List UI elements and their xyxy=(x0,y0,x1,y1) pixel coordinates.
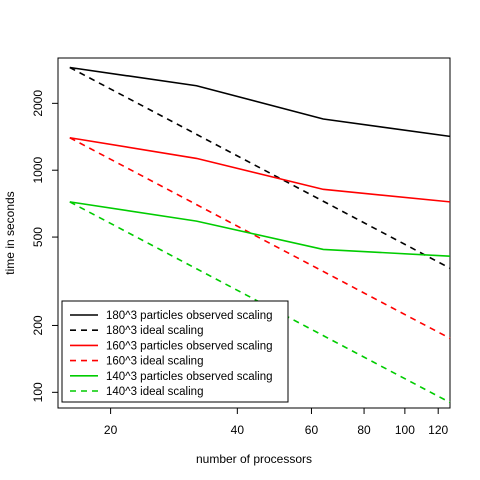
x-tick-label: 100 xyxy=(395,423,415,437)
y-tick-label: 100 xyxy=(31,382,45,402)
legend-label-6: 140^3 ideal scaling xyxy=(106,386,203,398)
x-tick-label: 120 xyxy=(428,423,448,437)
legend-label-2: 180^3 ideal scaling xyxy=(106,325,203,337)
x-axis-label: number of processors xyxy=(196,452,312,466)
series-line-4 xyxy=(69,137,451,340)
y-tick-label: 200 xyxy=(31,315,45,335)
series-line-5 xyxy=(69,201,451,258)
legend-box xyxy=(61,300,289,403)
x-tick-label: 60 xyxy=(305,423,319,437)
legend-label-3: 160^3 particles observed scaling xyxy=(106,340,273,352)
series-line-2 xyxy=(69,66,451,269)
x-axis: 20 40 60 80 100 120 xyxy=(104,408,449,437)
y-tick-label: 2000 xyxy=(31,90,45,117)
series-line-1 xyxy=(69,66,451,138)
x-tick-label: 40 xyxy=(231,423,245,437)
y-tick-label: 1000 xyxy=(31,157,45,184)
plot-frame xyxy=(57,57,451,409)
x-tick-label: 20 xyxy=(104,423,118,437)
y-tick-label: 500 xyxy=(31,227,45,247)
legend-label-1: 180^3 particles observed scaling xyxy=(106,310,273,322)
legend-label-5: 140^3 particles observed scaling xyxy=(106,371,273,383)
legend: 180^3 particles observed scaling 180^3 id… xyxy=(61,300,289,403)
series-layer xyxy=(69,66,451,404)
series-line-3 xyxy=(69,136,451,203)
legend-label-4: 160^3 ideal scaling xyxy=(106,356,203,368)
x-tick-label: 80 xyxy=(357,423,371,437)
y-axis: 100 200 500 1000 2000 xyxy=(31,90,58,402)
y-axis-label: time in seconds xyxy=(3,191,17,274)
